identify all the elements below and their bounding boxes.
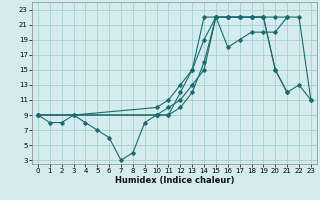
X-axis label: Humidex (Indice chaleur): Humidex (Indice chaleur) — [115, 176, 234, 185]
